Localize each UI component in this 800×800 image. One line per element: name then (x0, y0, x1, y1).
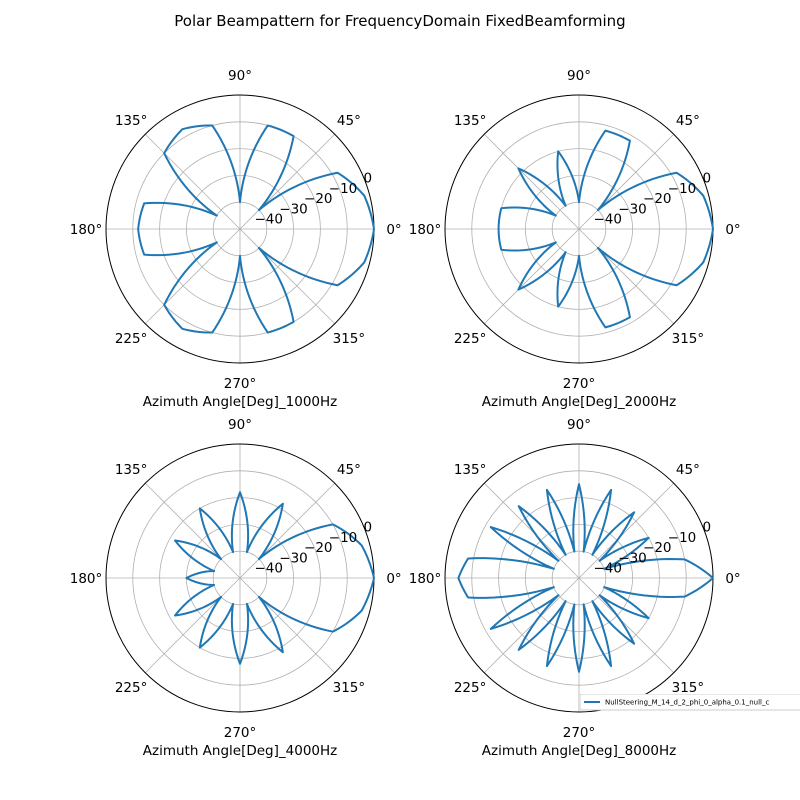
angle-tick-label: 0° (386, 571, 401, 587)
legend-label: NullSteering_M_14_d_2_phi_0_alpha_0.1_nu… (605, 699, 769, 707)
radial-tick-label: −10 (668, 181, 697, 197)
polar-subplot-2000hz: 0° 45° 90° 135° 180° 225° 270° 315° −40−30−20−10… (409, 68, 741, 410)
angular-grid-spoke (239, 482, 336, 579)
angle-tick-label: 270° (563, 725, 596, 741)
angle-tick-label: 0° (725, 222, 740, 238)
angle-tick-label: 0° (725, 571, 740, 587)
angle-tick-label: 225° (115, 331, 148, 347)
radial-tick-label: −30 (618, 550, 647, 566)
angle-tick-label: 180° (70, 222, 103, 238)
angular-grid-spoke (483, 228, 580, 325)
angular-grid-spoke (483, 577, 580, 674)
angular-grid-spoke (578, 482, 675, 579)
radial-tick-label: −20 (304, 540, 333, 556)
radial-tick-label: −10 (668, 530, 697, 546)
angular-grid-spoke (144, 577, 241, 674)
angle-tick-label: 225° (115, 680, 148, 696)
angular-grid-spoke (144, 133, 241, 230)
angular-grid-spoke (483, 482, 580, 579)
radial-tick-label: −30 (618, 201, 647, 217)
beampattern-series-line (457, 483, 714, 673)
radial-tick-label: −30 (279, 550, 308, 566)
angle-tick-label: 180° (409, 571, 442, 587)
angle-tick-label: 45° (676, 113, 700, 129)
angle-tick-label: 225° (454, 680, 487, 696)
angle-tick-label: 315° (333, 680, 366, 696)
legend: NullSteering_M_14_d_2_phi_0_alpha_0.1_nu… (580, 694, 800, 711)
angle-tick-label: 90° (567, 68, 591, 84)
radial-tick-label: 0 (364, 171, 373, 187)
angle-tick-label: 90° (228, 417, 252, 433)
angular-grid-spoke (144, 228, 241, 325)
radial-tick-label: −40 (255, 561, 284, 577)
polar-subplot-8000hz: 0° 45° 90° 135° 180° 225° 270° 315° −40−30−20−10… (409, 417, 741, 759)
angle-tick-label: 270° (224, 376, 257, 392)
x-axis-label: Azimuth Angle[Deg]_4000Hz (143, 743, 337, 759)
beampattern-series-line (174, 491, 375, 665)
polar-subplot-1000hz: 0° 45° 90° 135° 180° 225° 270° 315° −40−30−20−10… (70, 68, 402, 410)
angle-tick-label: 45° (676, 462, 700, 478)
angle-tick-label: 270° (224, 725, 257, 741)
x-axis-label: Azimuth Angle[Deg]_2000Hz (482, 394, 676, 410)
angle-tick-label: 180° (409, 222, 442, 238)
beampattern-series-line (497, 129, 714, 329)
beampattern-series-line (137, 124, 375, 334)
legend-frame (580, 694, 800, 711)
angular-grid-spoke (578, 133, 675, 230)
angle-tick-label: 315° (672, 680, 705, 696)
angle-tick-label: 135° (115, 113, 148, 129)
angle-tick-label: 270° (563, 376, 596, 392)
angle-tick-label: 315° (333, 331, 366, 347)
radial-tick-label: −20 (304, 191, 333, 207)
x-axis-label: Azimuth Angle[Deg]_8000Hz (482, 743, 676, 759)
radial-tick-label: −30 (279, 201, 308, 217)
x-axis-label: Azimuth Angle[Deg]_1000Hz (143, 394, 337, 410)
angle-tick-label: 45° (337, 113, 361, 129)
radial-tick-label: −10 (329, 530, 358, 546)
angular-grid-spoke (578, 577, 675, 674)
radial-tick-label: 0 (703, 520, 712, 536)
radial-tick-label: −20 (643, 191, 672, 207)
radial-tick-label: 0 (364, 520, 373, 536)
angle-tick-label: 90° (228, 68, 252, 84)
angular-grid-spoke (144, 482, 241, 579)
polar-subplot-4000hz: 0° 45° 90° 135° 180° 225° 270° 315° −40−30−20−10… (70, 417, 402, 759)
angle-tick-label: 315° (672, 331, 705, 347)
angular-grid-spoke (483, 133, 580, 230)
figure-title: Polar Beampattern for FrequencyDomain Fi… (174, 12, 626, 30)
angle-tick-label: 135° (454, 113, 487, 129)
angular-grid-spoke (239, 133, 336, 230)
angular-grid-spoke (578, 228, 675, 325)
radial-tick-label: −40 (594, 561, 623, 577)
angle-tick-label: 90° (567, 417, 591, 433)
angle-tick-label: 135° (115, 462, 148, 478)
radial-tick-label: −40 (255, 212, 284, 228)
angle-tick-label: 45° (337, 462, 361, 478)
radial-tick-label: 0 (703, 171, 712, 187)
angular-grid-spoke (239, 577, 336, 674)
radial-tick-label: −20 (643, 540, 672, 556)
angle-tick-label: 0° (386, 222, 401, 238)
angle-tick-label: 180° (70, 571, 103, 587)
radial-tick-label: −10 (329, 181, 358, 197)
angular-grid-spoke (239, 228, 336, 325)
angle-tick-label: 135° (454, 462, 487, 478)
radial-tick-label: −40 (594, 212, 623, 228)
angle-tick-label: 225° (454, 331, 487, 347)
